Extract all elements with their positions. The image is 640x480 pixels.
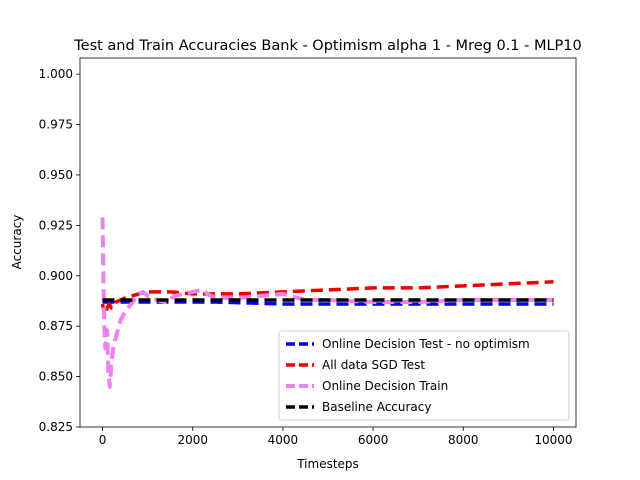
- x-axis-label: Timesteps: [296, 457, 359, 471]
- series-line-online-decision-test-no-optimism: [102, 300, 554, 306]
- x-tick-label: 6000: [358, 433, 389, 447]
- legend-box: [278, 330, 570, 421]
- y-tick-label: 0.875: [39, 319, 73, 333]
- chart-title: Test and Train Accuracies Bank - Optimis…: [73, 38, 582, 54]
- y-axis: 0.825 0.850 0.875 0.900 0.925 0.950 0.975 1.000: [39, 67, 80, 434]
- y-tick-label: 0.950: [39, 168, 73, 182]
- legend-label-baseline-accuracy: Baseline Accuracy: [322, 400, 431, 414]
- legend-label-online-decision-train: Online Decision Train: [322, 379, 448, 393]
- x-tick-label: 2000: [177, 433, 208, 447]
- y-tick-label: 0.825: [39, 420, 73, 434]
- y-tick-label: 0.850: [39, 370, 73, 384]
- series-layer: [100, 217, 554, 389]
- y-tick-label: 0.975: [39, 118, 73, 132]
- y-tick-label: 1.000: [39, 67, 73, 81]
- x-axis: 0 2000 4000 6000 8000 10000: [99, 427, 573, 447]
- legend: Online Decision Test - no optimism All da…: [278, 330, 570, 421]
- x-tick-label: 8000: [448, 433, 479, 447]
- plot-frame: [79, 57, 577, 428]
- y-tick-label: 0.900: [39, 269, 73, 283]
- y-tick-label: 0.925: [39, 218, 73, 232]
- y-axis-label: Accuracy: [10, 215, 24, 270]
- x-tick-label: 10000: [534, 433, 572, 447]
- x-tick-label: 4000: [268, 433, 299, 447]
- series-line-all-data-sgd-test: [100, 280, 554, 318]
- legend-label-online-decision-test-no-optimism: Online Decision Test - no optimism: [322, 337, 530, 351]
- x-tick-label: 0: [99, 433, 107, 447]
- legend-label-all-data-sgd-test: All data SGD Test: [322, 358, 425, 372]
